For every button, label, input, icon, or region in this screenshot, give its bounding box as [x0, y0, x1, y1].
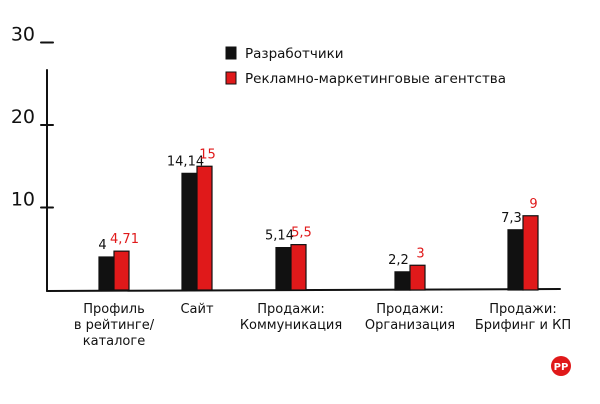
data-label: 9 [529, 197, 537, 212]
data-label: 3 [416, 246, 424, 261]
bar-developers [275, 246, 292, 291]
legend: Разработчики Рекламно-маркетинговые агент… [225, 46, 506, 87]
legend-label: Рекламно-маркетинговые агентства [245, 71, 506, 87]
data-label: 14,14 [167, 154, 204, 169]
data-label: 5,14 [265, 229, 294, 244]
data-label: 4 [98, 238, 106, 253]
data-label: 2,2 [388, 253, 409, 268]
y-tick-label: 30 [11, 24, 35, 46]
value-labels: 4 14,14 5,14 2,2 7,3 4,71 15 5,5 3 9 [98, 147, 537, 268]
bar-developers [181, 172, 198, 291]
bar-agencies [522, 215, 539, 291]
y-tick-label: 10 [11, 189, 35, 211]
category-label: Профиль в рейтинге/каталоге [74, 302, 155, 349]
bar-agencies [113, 250, 130, 291]
y-tick-label: 20 [11, 106, 35, 128]
axes: 10 20 30 [11, 24, 561, 292]
bar-agencies [290, 244, 307, 291]
category-label: Продажи: Брифинг и КП [475, 302, 571, 333]
category-label: Продажи: Организация [365, 302, 455, 333]
bar-agencies [409, 264, 426, 291]
rr-logo-icon: РР [551, 356, 571, 376]
bar-developers [98, 256, 115, 291]
category-labels: Профиль в рейтинге/каталоге Сайт Продажи: Ко… [74, 302, 571, 349]
bar-agencies [196, 165, 213, 291]
legend-swatch [225, 71, 237, 85]
legend-swatch [225, 46, 237, 60]
logo-text: РР [554, 362, 569, 373]
legend-label: Разработчики [245, 46, 344, 62]
category-label: Сайт [180, 302, 213, 317]
data-label: 5,5 [291, 226, 312, 241]
data-label: 7,3 [501, 211, 522, 226]
bars [98, 165, 539, 291]
data-label: 15 [199, 147, 216, 162]
bar-developers [394, 271, 411, 291]
bar-developers [507, 229, 524, 291]
logo-circle [551, 356, 571, 376]
category-label: Продажи: Коммуникация [240, 302, 342, 333]
data-label: 4,71 [110, 232, 139, 247]
